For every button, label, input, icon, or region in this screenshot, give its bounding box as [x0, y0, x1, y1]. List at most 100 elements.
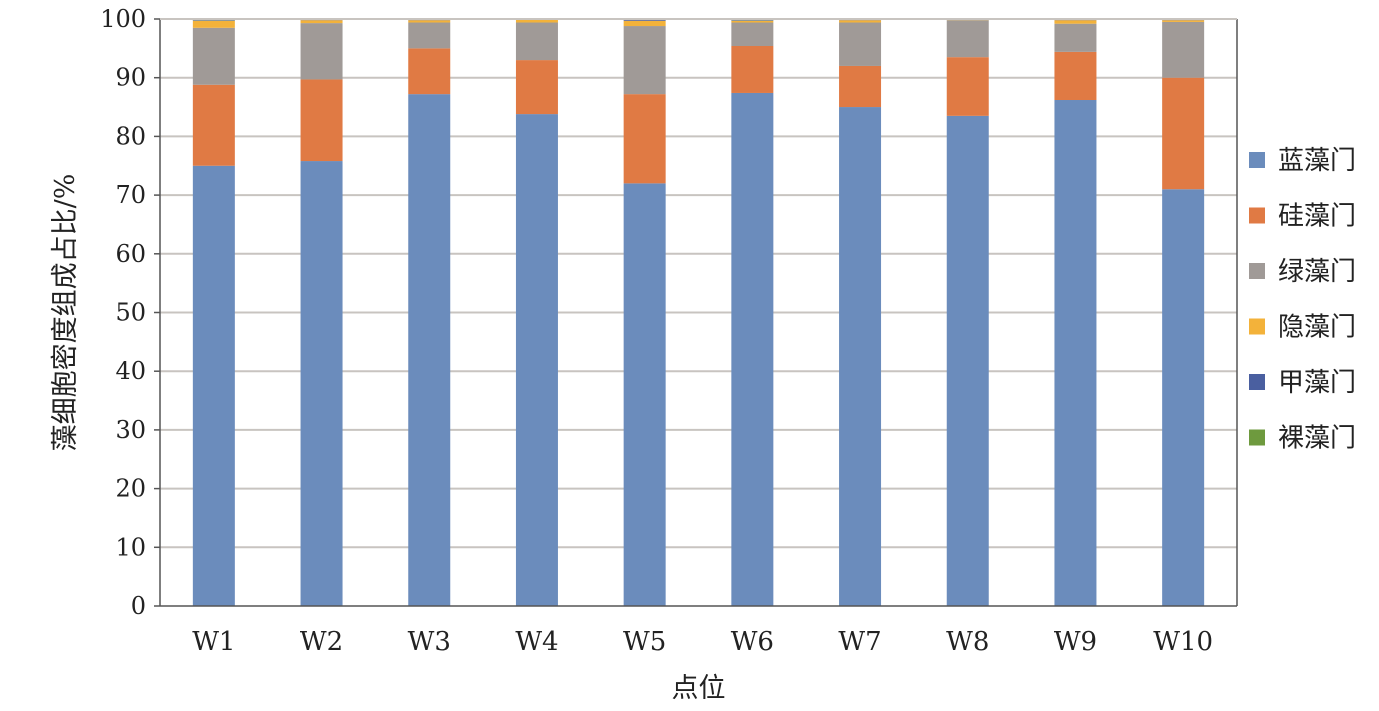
- legend-swatch: [1249, 152, 1265, 168]
- bar-segment-1: [731, 92, 774, 607]
- bar-segment-1: [192, 165, 235, 606]
- bar-segment-2: [300, 79, 343, 162]
- bar-segment-1: [623, 183, 666, 607]
- y-axis-title: 藻细胞密度组成占比/%: [50, 174, 81, 452]
- bar-segment-4: [300, 20, 343, 24]
- x-tick-label: W4: [515, 627, 558, 657]
- bar-stack-W1: [192, 19, 235, 606]
- bar-stacks: [192, 19, 1205, 607]
- bar-segment-3: [300, 23, 343, 80]
- bar-segment-3: [623, 26, 666, 95]
- bar-stack-W7: [839, 19, 882, 607]
- x-tick-label: W7: [838, 627, 881, 657]
- y-tick-label: 20: [115, 475, 146, 503]
- y-tick-label: 80: [115, 122, 146, 150]
- x-tick-label: W10: [1153, 627, 1213, 657]
- bar-segment-2: [839, 65, 882, 108]
- bar-stack-W4: [515, 19, 558, 607]
- legend-item-3: 绿藻门: [1249, 257, 1356, 287]
- bar-segment-1: [408, 94, 451, 607]
- legend-swatch: [1249, 318, 1265, 335]
- legend-swatch: [1249, 207, 1265, 224]
- x-tick-label: W2: [300, 627, 343, 657]
- bar-segment-3: [1054, 23, 1097, 52]
- bar-stack-W10: [1162, 19, 1205, 607]
- bar-segment-5: [731, 20, 774, 21]
- bar-segment-4: [192, 20, 235, 28]
- y-tick-label: 90: [115, 64, 146, 92]
- x-tick-label: W3: [408, 627, 451, 657]
- legend-label: 隐藻门: [1278, 313, 1356, 343]
- legend-label: 硅藻门: [1278, 202, 1356, 232]
- x-tick-labels: W1 W2 W3 W4 W5 W6 W7 W8 W9 W10: [192, 627, 1213, 657]
- y-tick-labels: 0 10 20 30 40 50 60 70 80 90 100: [100, 5, 146, 620]
- bar-segment-5: [623, 19, 666, 21]
- bar-segment-4: [623, 20, 666, 27]
- x-tick-label: W6: [731, 627, 774, 657]
- bar-segment-4: [1054, 20, 1097, 24]
- bar-segment-3: [192, 27, 235, 85]
- legend-swatch: [1249, 263, 1265, 279]
- bar-segment-1: [1162, 189, 1205, 607]
- bar-segment-1: [946, 115, 989, 606]
- legend-label: 蓝藻门: [1278, 146, 1356, 176]
- legend-item-4: 隐藻门: [1249, 313, 1356, 343]
- y-tick-label: 0: [131, 592, 146, 620]
- bar-segment-4: [1162, 20, 1205, 22]
- legend-swatch: [1249, 429, 1265, 446]
- bar-stack-W8: [946, 19, 989, 606]
- y-tick-label: 50: [115, 299, 146, 327]
- bar-segment-5: [192, 20, 235, 21]
- bar-segment-3: [731, 22, 774, 47]
- legend-label: 绿藻门: [1278, 257, 1356, 287]
- bar-segment-2: [192, 84, 235, 166]
- bar-segment-2: [515, 60, 558, 115]
- legend-item-6: 裸藻门: [1249, 424, 1356, 454]
- bar-stack-W3: [408, 19, 451, 607]
- bar-segment-4: [839, 20, 882, 23]
- y-tick-label: 40: [115, 357, 146, 385]
- legend-item-1: 蓝藻门: [1249, 146, 1356, 176]
- bar-segment-2: [731, 46, 774, 93]
- bar-segment-2: [946, 57, 989, 116]
- bar-segment-1: [1054, 100, 1097, 607]
- bar-segment-4: [731, 20, 774, 23]
- bar-segment-2: [1054, 51, 1097, 101]
- x-tick-label: W1: [192, 627, 235, 657]
- bar-segment-3: [1162, 21, 1205, 78]
- axes: [154, 18, 1238, 607]
- bar-segment-2: [408, 48, 451, 95]
- bar-segment-3: [408, 22, 451, 49]
- y-tick-label: 30: [115, 416, 146, 444]
- y-tick-label: 10: [115, 533, 146, 561]
- bar-segment-4: [408, 20, 451, 23]
- legend-label: 甲藻门: [1278, 368, 1356, 398]
- y-tick-label: 60: [115, 240, 146, 268]
- x-tick-label: W5: [623, 627, 666, 657]
- legend-item-5: 甲藻门: [1249, 368, 1356, 398]
- bar-segment-3: [839, 22, 882, 66]
- bar-segment-4: [515, 19, 558, 23]
- bar-segment-3: [515, 22, 558, 61]
- bar-stack-W6: [731, 19, 774, 607]
- bar-stack-W2: [300, 19, 343, 606]
- bar-segment-1: [515, 114, 558, 607]
- legend-label: 裸藻门: [1278, 424, 1356, 454]
- bar-stack-W5: [623, 19, 666, 607]
- bar-segment-3: [946, 20, 989, 58]
- bar-segment-1: [839, 107, 882, 607]
- bar-stack-W9: [1054, 19, 1097, 607]
- x-tick-label: W8: [946, 627, 989, 657]
- legend-swatch: [1249, 374, 1265, 390]
- bar-segment-1: [300, 161, 343, 606]
- bar-segment-2: [623, 94, 666, 184]
- bar-segment-2: [1162, 77, 1205, 190]
- x-axis-title: 点位: [672, 673, 726, 704]
- y-tick-label: 100: [100, 5, 146, 33]
- x-tick-label: W9: [1054, 627, 1097, 657]
- legend-item-2: 硅藻门: [1249, 202, 1356, 232]
- y-tick-label: 70: [115, 181, 146, 209]
